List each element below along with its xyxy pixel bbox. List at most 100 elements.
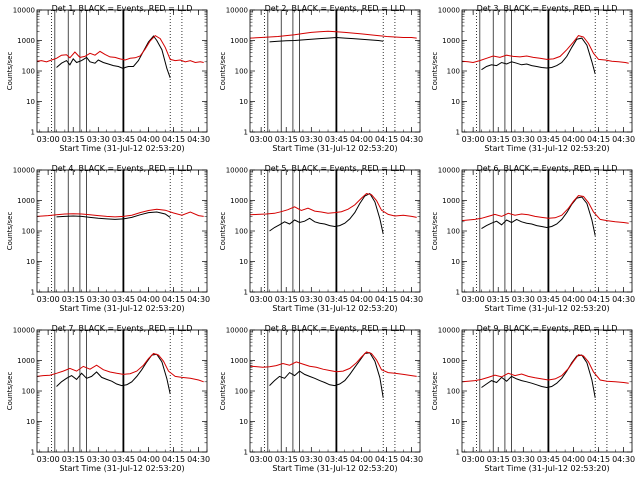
x-axis-label: Start Time (31-Jul-12 02:53:20)	[272, 304, 397, 313]
plot-frame	[36, 169, 208, 293]
y-tick-label: 100	[447, 68, 460, 76]
x-tick-label: 03:15	[62, 135, 85, 144]
x-tick-label: 03:45	[537, 295, 560, 304]
y-tick-label: 10000	[13, 7, 35, 15]
y-tick-label: 1	[31, 449, 35, 457]
x-tick-label: 04:30	[187, 295, 210, 304]
x-tick-label: 04:00	[350, 455, 373, 464]
y-axis-label: Counts/sec	[219, 52, 227, 91]
y-tick-label: 100	[22, 388, 35, 396]
panel-title: Det 6, BLACK = Events, RED = LLD	[477, 164, 618, 173]
series-line-lld	[36, 352, 204, 383]
y-tick-label: 1000	[17, 37, 35, 45]
y-tick-label: 1	[456, 289, 460, 297]
panel-title: Det 3, BLACK = Events, RED = LLD	[477, 4, 618, 13]
x-tick-label: 03:00	[250, 295, 273, 304]
y-tick-label: 10	[26, 98, 35, 106]
series-line-lld	[36, 208, 204, 218]
x-axis-label: Start Time (31-Jul-12 02:53:20)	[59, 304, 184, 313]
x-tick-label: 04:15	[162, 295, 185, 304]
x-tick-label: 03:15	[62, 295, 85, 304]
detector-panel-4: 1 10 100 1000 10000 03:00 03:15 03:30 03:45 04:00…	[6, 164, 210, 313]
x-tick-label: 03:15	[487, 295, 510, 304]
plot-frame	[249, 169, 421, 293]
series-line-events	[56, 353, 171, 395]
y-tick-label: 1000	[230, 37, 248, 45]
y-tick-label: 10	[451, 258, 460, 266]
series-line-events	[269, 192, 384, 235]
x-axis-label: Start Time (31-Jul-12 02:53:20)	[484, 464, 609, 473]
x-tick-label: 04:00	[350, 295, 373, 304]
x-axis-label: Start Time (31-Jul-12 02:53:20)	[272, 144, 397, 153]
plot-frame	[249, 9, 421, 133]
detector-panel-2: 1 10 100 1000 10000 03:00 03:15 03:30 03:45 04:00…	[219, 4, 423, 153]
detector-panel-5: 1 10 100 1000 10000 03:00 03:15 03:30 03:45 04:00…	[219, 164, 423, 313]
x-tick-label: 03:30	[87, 295, 110, 304]
x-tick-label: 04:15	[162, 135, 185, 144]
x-tick-label: 03:15	[275, 135, 298, 144]
x-tick-label: 04:30	[187, 455, 210, 464]
y-axis-label: Counts/sec	[219, 212, 227, 251]
panel-title: Det 4, BLACK = Events, RED = LLD	[52, 164, 193, 173]
y-tick-label: 10	[239, 98, 248, 106]
x-tick-label: 03:00	[250, 455, 273, 464]
x-tick-label: 03:45	[537, 135, 560, 144]
plot-frame	[461, 329, 633, 453]
y-tick-label: 10	[26, 258, 35, 266]
y-tick-label: 100	[235, 68, 248, 76]
y-tick-label: 1000	[230, 197, 248, 205]
x-tick-label: 04:00	[350, 135, 373, 144]
x-tick-label: 04:00	[562, 135, 585, 144]
panel-title: Det 9, BLACK = Events, RED = LLD	[477, 324, 618, 333]
y-tick-label: 1	[456, 129, 460, 137]
series-line-events	[56, 35, 171, 78]
x-tick-label: 03:30	[300, 295, 323, 304]
series-line-events	[56, 211, 171, 220]
panel-title: Det 5, BLACK = Events, RED = LLD	[265, 164, 406, 173]
x-tick-label: 04:00	[137, 455, 160, 464]
panel-title: Det 2, BLACK = Events, RED = LLD	[265, 4, 406, 13]
series-line-lld	[36, 34, 204, 64]
x-axis-label: Start Time (31-Jul-12 02:53:20)	[272, 464, 397, 473]
y-axis-label: Counts/sec	[6, 52, 14, 91]
series-line-events	[269, 36, 384, 43]
x-tick-label: 04:30	[400, 135, 423, 144]
y-tick-label: 10000	[226, 7, 248, 15]
x-tick-label: 03:15	[487, 135, 510, 144]
x-tick-label: 04:30	[612, 295, 635, 304]
x-tick-label: 03:45	[537, 455, 560, 464]
y-tick-label: 10000	[13, 327, 35, 335]
y-tick-label: 10000	[438, 167, 460, 175]
x-tick-label: 03:30	[512, 135, 535, 144]
x-tick-label: 03:00	[462, 135, 485, 144]
series-line-events	[269, 352, 384, 398]
y-tick-label: 10000	[438, 327, 460, 335]
x-tick-label: 03:45	[325, 135, 348, 144]
x-tick-label: 03:30	[300, 135, 323, 144]
x-tick-label: 03:15	[275, 295, 298, 304]
y-tick-label: 1	[244, 449, 248, 457]
y-tick-label: 10	[239, 418, 248, 426]
x-tick-label: 04:30	[187, 135, 210, 144]
x-tick-label: 04:15	[375, 455, 398, 464]
panel-title: Det 1, BLACK = Events, RED = LLD	[52, 4, 193, 13]
x-tick-label: 04:00	[137, 135, 160, 144]
y-axis-label: Counts/sec	[431, 212, 439, 251]
y-tick-label: 10	[451, 418, 460, 426]
x-tick-label: 03:45	[325, 295, 348, 304]
detector-panel-9: 1 10 100 1000 10000 03:00 03:15 03:30 03:45 04:00…	[431, 324, 635, 473]
x-tick-label: 03:15	[275, 455, 298, 464]
x-tick-label: 03:00	[37, 455, 60, 464]
y-tick-label: 100	[235, 388, 248, 396]
series-line-lld	[461, 354, 629, 384]
y-tick-label: 1000	[442, 197, 460, 205]
y-axis-label: Counts/sec	[6, 212, 14, 251]
series-line-lld	[461, 35, 629, 64]
y-tick-label: 10000	[438, 7, 460, 15]
series-line-events	[481, 37, 596, 75]
x-tick-label: 03:00	[462, 295, 485, 304]
x-tick-label: 03:30	[512, 455, 535, 464]
series-line-lld	[249, 192, 417, 218]
y-tick-label: 1	[31, 289, 35, 297]
